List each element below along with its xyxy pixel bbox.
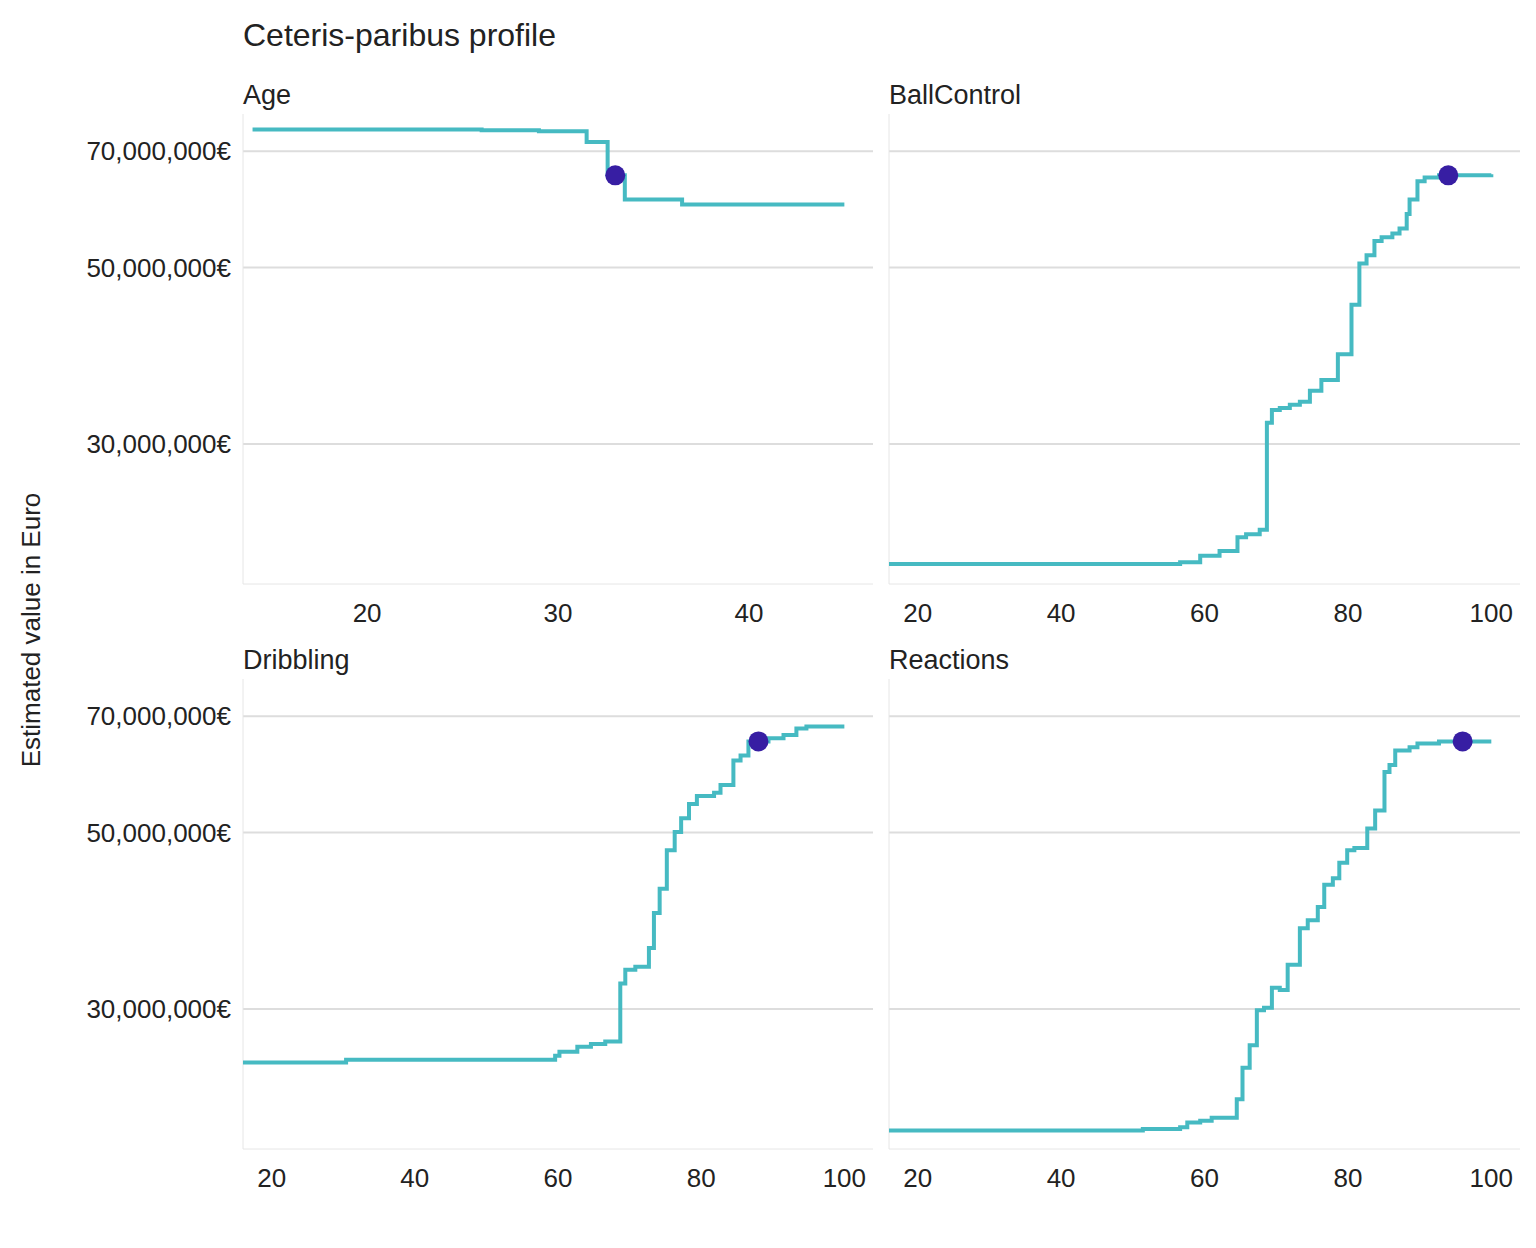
grid-line bbox=[243, 150, 873, 152]
y-tick-label: 50,000,000€ bbox=[86, 818, 231, 848]
observation-point bbox=[605, 165, 625, 185]
grid-line bbox=[243, 443, 873, 445]
y-tick-label: 50,000,000€ bbox=[86, 253, 231, 283]
x-tick-label: 30 bbox=[544, 598, 573, 628]
chart: Ceteris-paribus profile Estimated value i… bbox=[0, 0, 1536, 1248]
x-tick-label: 60 bbox=[1190, 598, 1219, 628]
panel-title: BallControl bbox=[889, 80, 1021, 110]
x-tick-label: 100 bbox=[1470, 1163, 1513, 1193]
x-tick-label: 100 bbox=[1470, 598, 1513, 628]
observation-point bbox=[1438, 165, 1458, 185]
y-tick-label: 30,000,000€ bbox=[86, 429, 231, 459]
grid-line bbox=[889, 1008, 1520, 1010]
grid-line bbox=[889, 715, 1520, 717]
y-axis-line bbox=[243, 114, 244, 584]
observation-point bbox=[1453, 731, 1473, 751]
plot-area bbox=[889, 731, 1491, 1130]
y-tick-label: 70,000,000€ bbox=[86, 701, 231, 731]
panel: Reactions 20 40 60 80 100 bbox=[889, 645, 1520, 1193]
panel: Dribbling 30,000,000€ 50,000,000€ 70,000,00… bbox=[86, 645, 873, 1193]
chart-title: Ceteris-paribus profile bbox=[243, 17, 556, 53]
x-tick-label: 40 bbox=[1047, 598, 1076, 628]
y-tick-label: 30,000,000€ bbox=[86, 994, 231, 1024]
profile-line bbox=[889, 174, 1491, 564]
x-tick-label: 20 bbox=[903, 598, 932, 628]
panel-title: Age bbox=[243, 80, 291, 110]
x-tick-label: 20 bbox=[353, 598, 382, 628]
panel-title: Dribbling bbox=[243, 645, 350, 675]
x-tick-label: 100 bbox=[823, 1163, 866, 1193]
y-tick-label: 70,000,000€ bbox=[86, 136, 231, 166]
grid-line bbox=[243, 832, 873, 834]
grid-line bbox=[243, 715, 873, 717]
grid-line bbox=[889, 443, 1520, 445]
y-axis-label: Estimated value in Euro bbox=[16, 493, 46, 768]
grid-line bbox=[243, 267, 873, 269]
x-axis-line bbox=[889, 1149, 1520, 1150]
x-axis-line bbox=[889, 584, 1520, 585]
x-tick-label: 40 bbox=[400, 1163, 429, 1193]
observation-point bbox=[748, 731, 768, 751]
y-axis-line bbox=[889, 114, 890, 584]
x-tick-label: 40 bbox=[734, 598, 763, 628]
grid-line bbox=[889, 150, 1520, 152]
x-tick-label: 80 bbox=[1333, 598, 1362, 628]
plot-area bbox=[889, 165, 1491, 564]
profile-line bbox=[889, 741, 1491, 1130]
y-axis-line bbox=[243, 679, 244, 1149]
x-tick-label: 60 bbox=[544, 1163, 573, 1193]
x-tick-label: 60 bbox=[1190, 1163, 1219, 1193]
panel: Age 30,000,000€ 50,000,000€ 70,000,000€ 20 30… bbox=[86, 80, 873, 628]
x-axis-line bbox=[243, 1149, 873, 1150]
plot-area bbox=[243, 726, 844, 1062]
y-axis-line bbox=[889, 679, 890, 1149]
profile-line bbox=[243, 726, 844, 1062]
panel-title: Reactions bbox=[889, 645, 1009, 675]
grid-line bbox=[889, 267, 1520, 269]
grid-line bbox=[243, 1008, 873, 1010]
x-axis-line bbox=[243, 584, 873, 585]
x-tick-label: 20 bbox=[903, 1163, 932, 1193]
plot-area bbox=[253, 129, 845, 204]
x-tick-label: 20 bbox=[257, 1163, 286, 1193]
x-tick-label: 80 bbox=[1333, 1163, 1362, 1193]
grid-line bbox=[889, 832, 1520, 834]
x-tick-label: 80 bbox=[687, 1163, 716, 1193]
panel: BallControl 20 40 60 80 100 bbox=[889, 80, 1520, 628]
x-tick-label: 40 bbox=[1047, 1163, 1076, 1193]
profile-line bbox=[253, 129, 845, 204]
